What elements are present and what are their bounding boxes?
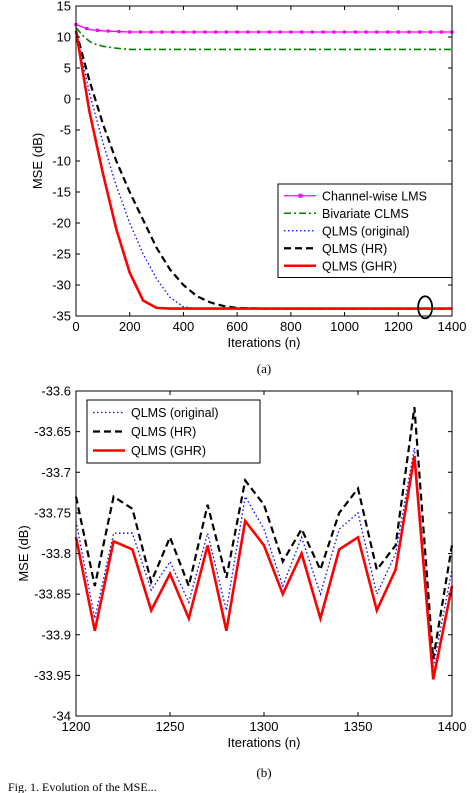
y-tick-label: -33.6 [41,384,71,399]
x-tick-label: 400 [173,319,195,334]
chart-panel-b: 1200 1250 1300 1350 1400 -33.6 -33.65 -33.7 -33.… [16,384,466,781]
y-tick-label: 15 [57,0,71,14]
y-tick-label: -34 [52,709,71,724]
x-tick-label: 1200 [62,719,91,734]
series-line-0 [75,447,453,668]
series-marker [85,26,89,31]
series-marker [95,28,100,32]
chart-panel-a: 0 200 400 600 800 1000 1200 1400 15 10 5 0 -5 -10 -15 -… [30,0,466,376]
y-axis-label: MSE (dB) [16,525,31,581]
y-tick-label: -33.8 [41,546,71,561]
series-marker [267,30,271,34]
series-marker [214,30,218,34]
x-axis-label: Iterations (n) [228,735,301,750]
y-tick-label: -33.95 [34,668,71,683]
series-marker [224,30,228,34]
legend-label-2: QLMS (GHR) [131,444,206,458]
y-axis-label: MSE (dB) [30,133,45,189]
series-marker [385,30,390,34]
series-marker [117,29,121,34]
series-marker [138,30,143,34]
figure-caption: Fig. 1. Evolution of the MSE... [8,780,157,793]
y-tick-label: -5 [59,123,71,138]
y-tick-label: -33.7 [41,465,71,480]
series-marker [300,30,304,34]
x-tick-label: 800 [280,319,302,334]
legend-label-3: QLMS (HR) [322,242,387,256]
series-marker [128,30,132,34]
subplot-label: (a) [257,361,271,376]
y-tick-label: -30 [52,278,71,293]
x-tick-label: 1200 [384,319,413,334]
y-tick-label: -25 [52,247,71,262]
series-marker [418,30,422,34]
series-marker [257,30,261,34]
y-tick-label: 5 [64,61,71,76]
zoom-region-ellipse [417,295,434,320]
y-tick-label: -35 [52,309,71,324]
legend-label-1: Bivariate CLMS [322,207,409,221]
series-marker [171,30,175,34]
legend-label-2: QLMS (original) [322,224,410,238]
legend-label-0: Channel-wise LMS [322,189,427,203]
x-tick-label: 1350 [344,719,373,734]
series-marker [106,29,110,33]
y-tick-label: 10 [57,30,71,45]
series-marker [396,30,400,34]
series-line-4 [74,30,452,310]
series-marker [289,30,293,34]
legend-box [277,183,453,278]
series-marker [375,30,379,34]
series-marker [353,30,357,34]
x-tick-label: 1250 [156,719,185,734]
legend: QLMS (original) QLMS (HR) QLMS (GHR) [86,399,261,464]
series-marker [278,30,282,34]
x-tick-label: 1400 [438,319,467,334]
series-marker [364,30,368,34]
x-tick-label: 0 [72,319,79,334]
series-marker [310,30,314,34]
y-tick-label: -33.9 [41,627,71,642]
series-marker [332,30,336,34]
x-tick-label: 600 [226,319,248,334]
legend-label-0: QLMS (original) [131,406,219,420]
legend: Channel-wise LMS Bivariate CLMS QLMS (orig… [277,183,453,278]
legend-label-4: QLMS (GHR) [322,259,397,273]
series-marker [149,30,153,34]
x-tick-label: 200 [119,319,141,334]
series-line-2 [74,455,454,680]
y-tick-label: -33.65 [34,424,71,439]
y-tick-label: 0 [64,92,71,107]
series-marker [181,30,186,34]
series-line-2 [75,30,452,310]
series-marker [342,30,347,34]
series-line-1 [75,27,452,51]
legend-marker [298,193,303,198]
series-marker [235,30,239,34]
series-marker [321,30,325,34]
series-marker [439,30,443,34]
series-marker [428,30,433,34]
y-tick-label: -33.85 [34,587,71,602]
series-marker [246,30,250,34]
x-tick-label: 1000 [330,319,359,334]
y-tick-label: -20 [52,216,71,231]
legend-label-1: QLMS (HR) [131,425,196,439]
subplot-label: (b) [256,765,271,780]
series-marker [407,30,411,34]
series-marker [160,30,164,34]
y-tick-label: -33.75 [34,505,71,520]
series-line-1 [74,407,454,660]
series-marker [203,30,207,34]
y-tick-label: -10 [52,154,71,169]
x-tick-label: 1300 [250,719,279,734]
x-axis-label: Iterations (n) [228,335,301,350]
y-tick-label: -15 [52,185,71,200]
x-tick-label: 1400 [438,719,467,734]
series-marker [192,30,196,34]
